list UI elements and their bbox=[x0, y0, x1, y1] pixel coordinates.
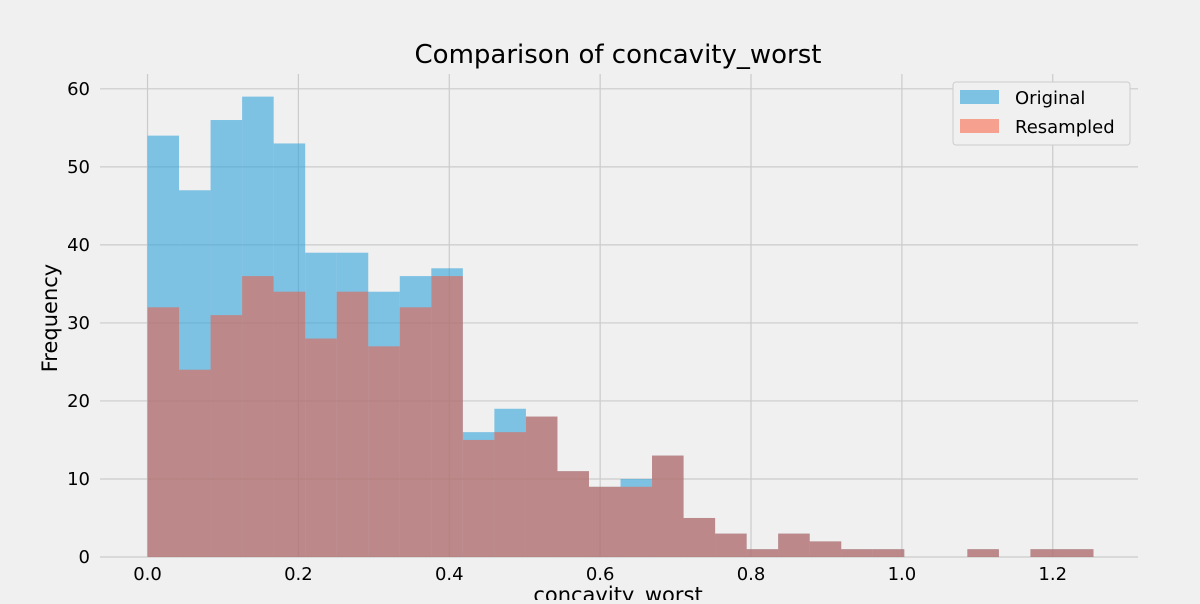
bar-resampled-16 bbox=[652, 455, 684, 557]
bar-resampled-19 bbox=[746, 549, 779, 557]
bar-resampled-23 bbox=[872, 549, 905, 557]
x-axis-label: concavity_worst bbox=[533, 583, 702, 600]
bar-resampled-3 bbox=[242, 276, 274, 557]
y-axis-label: Frequency bbox=[38, 264, 62, 373]
legend-label-original: Original bbox=[1015, 88, 1085, 109]
bar-resampled-1 bbox=[179, 369, 211, 557]
bar-resampled-4 bbox=[273, 291, 306, 557]
y-tick-label-6: 60 bbox=[67, 79, 90, 100]
bar-resampled-15 bbox=[620, 486, 653, 557]
bar-resampled-21 bbox=[809, 541, 842, 557]
bar-resampled-12 bbox=[525, 416, 558, 557]
y-tick-label-0: 0 bbox=[79, 547, 90, 568]
bar-resampled-8 bbox=[399, 307, 432, 557]
bar-resampled-28 bbox=[1030, 549, 1062, 557]
x-tick-label-4: 0.8 bbox=[737, 564, 766, 585]
bar-resampled-2 bbox=[210, 315, 243, 557]
series-resampled bbox=[147, 276, 1094, 557]
bar-resampled-11 bbox=[494, 432, 526, 557]
bar-resampled-10 bbox=[462, 439, 495, 557]
bar-resampled-22 bbox=[841, 549, 873, 557]
x-tick-label-2: 0.4 bbox=[435, 564, 464, 585]
x-tick-label-0: 0.0 bbox=[133, 564, 162, 585]
y-tick-label-1: 10 bbox=[67, 469, 90, 490]
bar-resampled-20 bbox=[778, 533, 810, 557]
chart-title: Comparison of concavity_worst bbox=[415, 40, 822, 70]
bar-resampled-6 bbox=[336, 291, 369, 557]
bar-resampled-7 bbox=[368, 346, 400, 557]
bar-resampled-14 bbox=[588, 486, 621, 557]
bar-resampled-5 bbox=[305, 338, 337, 557]
legend-label-resampled: Resampled bbox=[1015, 117, 1115, 138]
y-tick-label-4: 40 bbox=[67, 235, 90, 256]
bar-resampled-0 bbox=[147, 307, 180, 557]
bar-resampled-13 bbox=[557, 471, 589, 557]
bar-resampled-26 bbox=[967, 549, 999, 557]
y-tick-label-5: 50 bbox=[67, 157, 90, 178]
x-tick-label-3: 0.6 bbox=[586, 564, 615, 585]
bar-resampled-18 bbox=[715, 533, 747, 557]
bar-resampled-17 bbox=[683, 517, 716, 557]
legend-swatch-resampled bbox=[960, 119, 999, 133]
legend: Original Resampled bbox=[952, 81, 1131, 146]
x-tick-label-5: 1.0 bbox=[888, 564, 917, 585]
y-tick-label-2: 20 bbox=[67, 391, 90, 412]
legend-swatch-original bbox=[960, 90, 999, 104]
bars bbox=[147, 96, 1094, 558]
x-tick-label-1: 0.2 bbox=[284, 564, 313, 585]
tick-labels: 0.0 0.2 0.4 0.6 0.8 1.0 1.2 0 10 20 30 40 50 60 bbox=[67, 79, 1067, 585]
x-tick-label-6: 1.2 bbox=[1038, 564, 1067, 585]
y-tick-label-3: 30 bbox=[67, 313, 90, 334]
bar-resampled-29 bbox=[1061, 549, 1094, 557]
bar-resampled-9 bbox=[431, 276, 463, 557]
